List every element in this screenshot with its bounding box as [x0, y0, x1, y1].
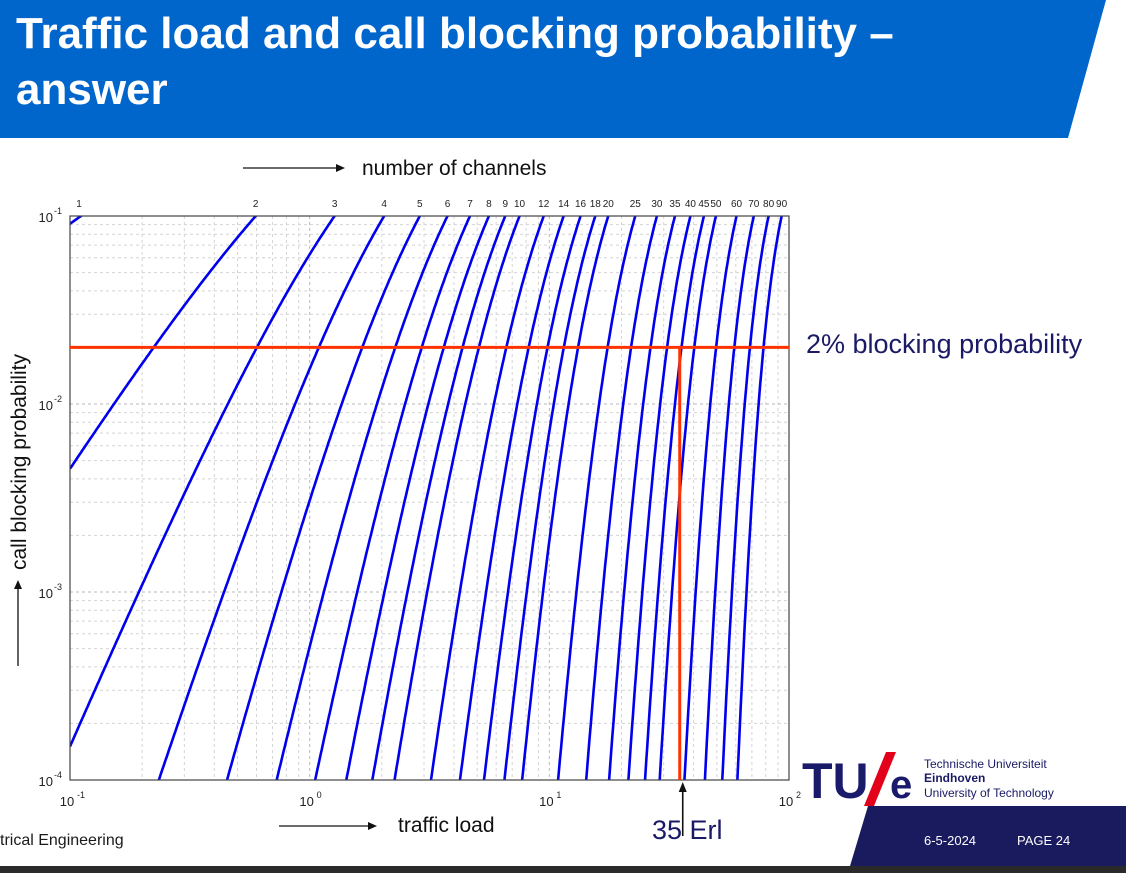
curve-n-12	[429, 216, 546, 780]
channel-label-70: 70	[748, 199, 760, 210]
footer-bar	[850, 806, 1126, 866]
channel-label-20: 20	[603, 199, 615, 210]
x-tick-exponent: 2	[796, 790, 801, 800]
channel-label-35: 35	[669, 199, 681, 210]
load-marker-label: 35 Erl	[652, 815, 723, 845]
x-tick-exponent: 1	[556, 790, 561, 800]
curve-n-18	[503, 216, 597, 780]
title-banner-shape	[0, 0, 1106, 138]
curve-n-7	[313, 216, 472, 780]
channel-label-6: 6	[445, 199, 451, 210]
curve-n-50	[658, 216, 718, 780]
curve-n-60	[683, 216, 738, 780]
channel-label-14: 14	[558, 199, 570, 210]
channel-label-8: 8	[486, 199, 492, 210]
curve-n-5	[225, 216, 422, 780]
x-tick-label: 10	[779, 794, 793, 809]
curve-n-90	[736, 216, 783, 780]
y-tick-label: 10	[39, 586, 53, 601]
channel-label-60: 60	[731, 199, 743, 210]
channel-label-3: 3	[332, 199, 338, 210]
load-marker-arrow-head	[678, 782, 687, 792]
y-tick-exponent: -3	[54, 582, 62, 592]
curve-n-70	[703, 216, 756, 780]
curve-n-35	[607, 216, 677, 780]
logo-tu-text: TU	[802, 753, 869, 808]
x-tick-exponent: -1	[77, 790, 85, 800]
curve-n-4	[157, 216, 386, 780]
y-axis-arrow-head	[14, 580, 22, 589]
y-tick-label: 10	[39, 774, 53, 789]
slide-title: Traffic load and call blocking probabili…	[16, 9, 894, 114]
channel-label-18: 18	[590, 199, 602, 210]
x-axis-label: traffic load	[398, 814, 495, 837]
logo-slash	[864, 752, 896, 806]
y-tick-exponent: -2	[54, 394, 62, 404]
curve-n-9	[371, 216, 507, 780]
bottom-strip	[0, 866, 1126, 873]
footer-date: 6-5-2024	[924, 833, 977, 848]
channel-label-2: 2	[253, 199, 259, 210]
channel-label-16: 16	[575, 199, 587, 210]
curve-n-20	[520, 216, 610, 780]
curve-n-8	[344, 216, 491, 780]
curve-n-40	[627, 216, 692, 780]
channel-label-5: 5	[417, 199, 423, 210]
y-tick-exponent: -1	[54, 206, 62, 216]
logo-line-2: Eindhoven	[924, 771, 986, 785]
x-axis-arrow-head	[368, 822, 377, 830]
y-tick-exponent: -4	[54, 770, 62, 780]
logo-e-text: e	[890, 763, 912, 807]
tue-logo: TU e Technische Universiteit Eindhoven U…	[802, 752, 1102, 808]
x-tick-label: 10	[299, 794, 313, 809]
channel-label-10: 10	[514, 199, 526, 210]
channel-label-50: 50	[710, 199, 722, 210]
y-axis-label: call blocking probability	[8, 354, 31, 570]
channel-label-80: 80	[763, 199, 775, 210]
channel-label-1: 1	[76, 199, 82, 210]
channel-label-7: 7	[467, 199, 473, 210]
channel-label-4: 4	[381, 199, 387, 210]
curve-n-30	[584, 216, 659, 780]
curve-n-6	[275, 216, 449, 780]
plot-border	[69, 215, 790, 781]
top-axis-arrow-head	[336, 164, 345, 172]
footer-department: trical Engineering	[0, 832, 124, 849]
blocking-level-label: 2% blocking probability	[806, 329, 1083, 359]
channel-label-40: 40	[685, 199, 697, 210]
curve-n-2	[70, 216, 258, 470]
y-tick-label: 10	[39, 398, 53, 413]
curve-n-3	[70, 216, 337, 747]
footer-page-number: PAGE 24	[1017, 833, 1071, 848]
curve-n-80	[720, 216, 770, 780]
logo-line-1: Technische Universiteit	[924, 757, 1047, 771]
channel-label-9: 9	[502, 199, 508, 210]
title-banner: Traffic load and call blocking probabili…	[0, 0, 1126, 138]
curve-n-10	[393, 216, 521, 780]
channel-label-45: 45	[698, 199, 710, 210]
curve-n-25	[556, 216, 637, 780]
curve-n-14	[458, 216, 566, 780]
y-tick-label: 10	[39, 210, 53, 225]
channel-label-12: 12	[538, 199, 550, 210]
curve-n-16	[482, 216, 582, 780]
channel-label-90: 90	[776, 199, 788, 210]
logo-line-3: University of Technology	[924, 786, 1054, 800]
x-tick-exponent: 0	[317, 790, 322, 800]
x-tick-label: 10	[539, 794, 553, 809]
top-axis-label: number of channels	[362, 157, 546, 180]
channel-label-25: 25	[630, 199, 642, 210]
tue-logo-mark: TU e	[802, 752, 912, 808]
channel-label-30: 30	[651, 199, 663, 210]
erlang-b-chart: 1 2 3 4 5 6 7 8 9 10 12 14 16 18 20 25 30 35 40 45 50 60 70 80 9…	[8, 157, 801, 837]
x-tick-label: 10	[60, 794, 74, 809]
